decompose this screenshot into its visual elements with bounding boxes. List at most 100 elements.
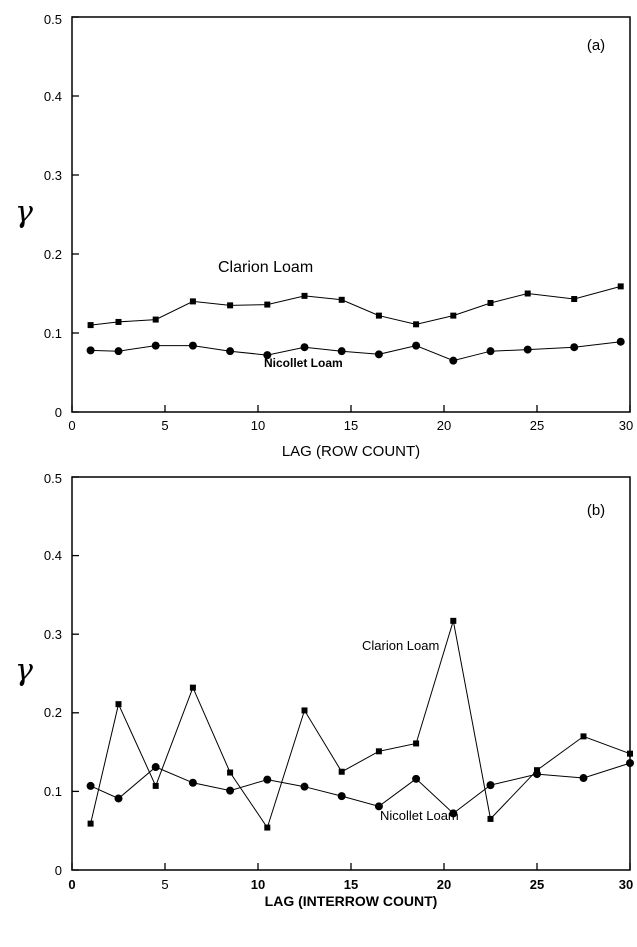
y-tick-label: 0.5 (44, 471, 62, 486)
series-line-nicollet-loam (90, 341, 621, 362)
series-label-clarion: Clarion Loam (218, 259, 313, 276)
point-nicollet-loam (337, 792, 346, 801)
x-axis-label: LAG (ROW COUNT) (282, 443, 420, 460)
point-clarion-loam (227, 302, 234, 309)
y-axis-label: γ (15, 195, 33, 230)
point-clarion-loam (87, 322, 94, 329)
point-clarion-loam (450, 312, 457, 319)
x-tick-label: 30 (619, 877, 633, 892)
point-nicollet-loam (486, 347, 495, 356)
point-clarion-loam (487, 299, 494, 306)
point-clarion-loam (487, 815, 494, 822)
y-axis-label: γ (15, 653, 33, 688)
plot-frame-a (71, 16, 631, 413)
y-tick-label: 0.2 (44, 705, 62, 720)
point-nicollet-loam (579, 774, 588, 783)
point-clarion-loam (115, 318, 122, 325)
y-tick-label: 0.3 (44, 627, 62, 642)
point-clarion-loam (450, 617, 457, 624)
point-clarion-loam (413, 740, 420, 747)
point-nicollet-loam (374, 802, 383, 811)
point-nicollet-loam (188, 341, 197, 350)
point-nicollet-loam (300, 343, 309, 352)
x-tick-label: 10 (251, 877, 265, 892)
point-clarion-loam (189, 298, 196, 305)
y-tick-label: 0.3 (44, 168, 62, 183)
point-clarion-loam (152, 316, 159, 323)
point-clarion-loam (87, 820, 94, 827)
x-tick-label: 15 (344, 418, 358, 433)
point-nicollet-loam (151, 763, 160, 772)
point-nicollet-loam (616, 337, 625, 346)
series-label-nicollet: Nicollet Loam (380, 808, 459, 823)
point-nicollet-loam (449, 356, 458, 365)
point-clarion-loam (627, 750, 633, 757)
point-nicollet-loam (226, 786, 235, 795)
plot-frame-b (71, 476, 631, 871)
y-tick-label: 0.1 (44, 784, 62, 799)
point-nicollet-loam (263, 775, 272, 784)
point-nicollet-loam (114, 794, 123, 803)
point-clarion-loam (413, 321, 420, 328)
y-tick-label: 0.4 (44, 548, 62, 563)
point-clarion-loam (301, 707, 308, 714)
point-clarion-loam (189, 684, 196, 691)
point-clarion-loam (524, 290, 531, 297)
y-tick-label: 0.5 (44, 12, 62, 27)
point-nicollet-loam (263, 351, 272, 360)
series-line-clarion-loam (90, 285, 621, 326)
point-nicollet-loam (486, 781, 495, 790)
x-tick-label: 20 (437, 418, 451, 433)
point-nicollet-loam (626, 759, 634, 768)
point-nicollet-loam (226, 347, 235, 356)
point-clarion-loam (301, 292, 308, 299)
point-clarion-loam (375, 748, 382, 755)
point-nicollet-loam (523, 345, 532, 354)
point-nicollet-loam (188, 778, 197, 787)
series-label-nicollet: Nicollet Loam (264, 356, 343, 370)
y-tick-label: 0 (55, 863, 62, 878)
point-nicollet-loam (570, 343, 579, 352)
point-clarion-loam (115, 701, 122, 708)
point-clarion-loam (338, 296, 345, 303)
panel-a: 0 0.1 0.2 0.3 0.4 0.5 0 5 10 15 20 25 30… (15, 12, 633, 460)
point-nicollet-loam (412, 774, 421, 783)
point-nicollet-loam (151, 341, 160, 350)
point-clarion-loam (375, 312, 382, 319)
point-nicollet-loam (86, 781, 95, 790)
point-nicollet-loam (114, 347, 123, 356)
x-axis-label: LAG (INTERROW COUNT) (265, 893, 438, 909)
series-line-nicollet-loam (90, 762, 631, 815)
y-tick-label: 0.1 (44, 326, 62, 341)
point-clarion-loam (338, 768, 345, 775)
series-b (86, 617, 634, 831)
x-tick-label: 25 (530, 877, 544, 892)
x-tick-label: 20 (437, 877, 451, 892)
point-clarion-loam (227, 769, 234, 776)
x-tick-label: 0 (68, 418, 75, 433)
x-tick-label: 5 (161, 418, 168, 433)
point-nicollet-loam (449, 809, 458, 818)
panel-b: 0 0.1 0.2 0.3 0.4 0.5 0 5 10 15 20 25 30… (15, 471, 634, 909)
point-nicollet-loam (533, 770, 541, 779)
point-clarion-loam (571, 296, 578, 303)
point-nicollet-loam (412, 341, 421, 350)
point-clarion-loam (617, 283, 624, 290)
x-tick-label: 25 (530, 418, 544, 433)
point-clarion-loam (152, 782, 159, 789)
x-tick-label: 30 (619, 418, 633, 433)
x-tick-label: 15 (344, 877, 358, 892)
point-nicollet-loam (337, 347, 346, 356)
panel-label-b: (b) (587, 502, 605, 519)
point-nicollet-loam (86, 346, 95, 355)
ticks-b (71, 476, 631, 871)
x-tick-label: 0 (68, 877, 75, 892)
point-clarion-loam (580, 733, 587, 740)
panel-label-a: (a) (587, 37, 605, 54)
x-tick-label: 10 (251, 418, 265, 433)
y-tick-label: 0 (55, 405, 62, 420)
point-nicollet-loam (374, 350, 383, 359)
series-label-clarion: Clarion Loam (362, 638, 439, 653)
point-nicollet-loam (300, 782, 309, 791)
